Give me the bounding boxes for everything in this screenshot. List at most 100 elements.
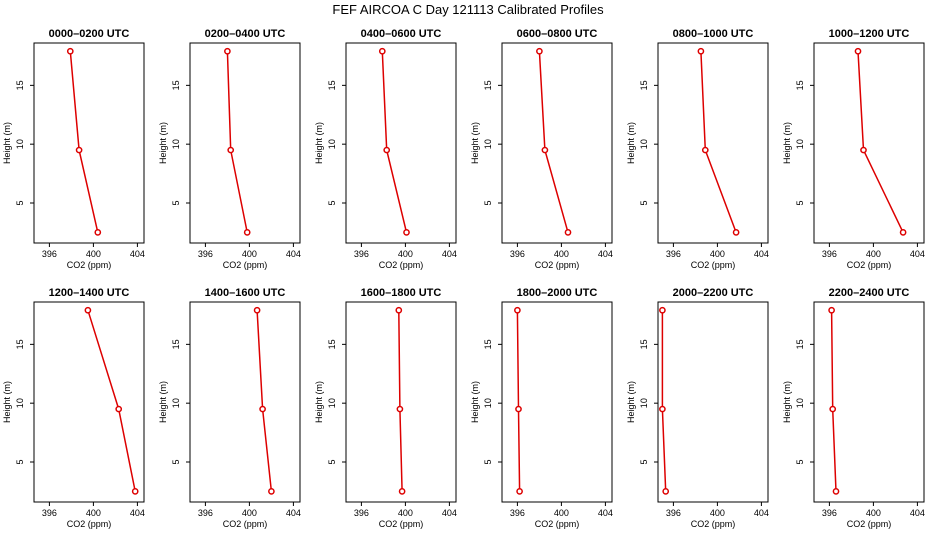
y-axis-label: Height (m) <box>314 122 324 164</box>
x-tick-label: 404 <box>442 508 457 518</box>
x-tick-label: 396 <box>666 508 681 518</box>
plot-frame <box>813 42 925 244</box>
data-point <box>659 306 666 314</box>
x-axis-label: CO2 (ppm) <box>223 260 268 270</box>
y-tick-label: 10 <box>327 398 337 408</box>
plot-frame <box>33 42 145 244</box>
x-tick-label: 400 <box>242 508 257 518</box>
x-tick-label: 404 <box>754 249 769 259</box>
y-axis-label: Height (m) <box>2 122 12 164</box>
panel-1: 0000–0200 UTC 396 400 404 CO2 (ppm) 5 10 15 Heig… <box>2 28 145 270</box>
data-point <box>131 488 139 495</box>
y-tick-label: 5 <box>171 459 181 464</box>
x-axis-label: CO2 (ppm) <box>535 519 580 529</box>
data-point <box>227 146 235 154</box>
data-point <box>829 405 837 413</box>
x-tick-label: 400 <box>554 249 569 259</box>
y-axis-label: Height (m) <box>782 381 792 423</box>
x-tick-label: 396 <box>42 508 57 518</box>
x-tick-label: 396 <box>198 249 213 259</box>
y-tick-label: 10 <box>639 398 649 408</box>
profile-line <box>226 51 248 233</box>
profile-line <box>516 310 521 492</box>
data-point <box>514 306 521 314</box>
x-tick-label: 404 <box>754 508 769 518</box>
x-tick-label: 400 <box>86 249 101 259</box>
data-point <box>378 47 386 55</box>
profile-line <box>661 310 667 492</box>
y-tick-label: 5 <box>15 200 25 205</box>
x-tick-label: 404 <box>130 508 145 518</box>
x-tick-label: 404 <box>442 249 457 259</box>
panel-title: 1400–1600 UTC <box>205 287 286 299</box>
x-tick-label: 400 <box>86 508 101 518</box>
plot-frame <box>345 301 457 503</box>
data-point <box>403 229 410 236</box>
x-tick-label: 400 <box>866 249 881 259</box>
panel-title: 1800–2000 UTC <box>517 287 598 299</box>
x-tick-label: 404 <box>130 249 145 259</box>
data-point <box>828 306 835 314</box>
y-axis-label: Height (m) <box>2 381 12 423</box>
x-tick-label: 396 <box>354 508 369 518</box>
x-axis-label: CO2 (ppm) <box>67 260 112 270</box>
y-axis-label: Height (m) <box>470 122 480 164</box>
y-tick-label: 5 <box>327 200 337 205</box>
x-axis-label: CO2 (ppm) <box>379 519 424 529</box>
x-tick-label: 400 <box>866 508 881 518</box>
y-tick-label: 10 <box>15 139 25 149</box>
y-tick-label: 15 <box>795 80 805 90</box>
figure-title: FEF AIRCOA C Day 121113 Calibrated Profi… <box>332 2 604 17</box>
x-tick-label: 400 <box>710 249 725 259</box>
x-tick-label: 396 <box>822 249 837 259</box>
panel-title: 0800–1000 UTC <box>673 28 754 40</box>
x-tick-label: 400 <box>398 249 413 259</box>
data-point <box>253 306 261 314</box>
data-point <box>115 405 123 413</box>
x-tick-label: 396 <box>510 508 525 518</box>
data-point <box>860 146 867 154</box>
data-point <box>659 405 666 413</box>
x-tick-label: 404 <box>286 249 301 259</box>
y-tick-label: 10 <box>171 398 181 408</box>
y-tick-label: 15 <box>327 339 337 349</box>
data-point <box>268 488 275 495</box>
y-tick-label: 15 <box>795 339 805 349</box>
data-point <box>536 47 543 55</box>
panel-title: 0600–0800 UTC <box>517 28 598 40</box>
x-tick-label: 396 <box>510 249 525 259</box>
y-axis-label: Height (m) <box>470 381 480 423</box>
y-tick-label: 15 <box>327 80 337 90</box>
x-tick-label: 400 <box>398 508 413 518</box>
plot-frame <box>657 42 769 244</box>
x-axis-label: CO2 (ppm) <box>379 260 424 270</box>
x-tick-label: 400 <box>242 249 257 259</box>
panel-7: 1200–1400 UTC 396 400 404 CO2 (ppm) 5 10 15 Heig… <box>2 287 145 529</box>
y-tick-label: 15 <box>171 339 181 349</box>
y-tick-label: 10 <box>483 139 493 149</box>
x-tick-label: 404 <box>598 249 613 259</box>
data-point <box>697 47 705 55</box>
data-point <box>396 405 404 413</box>
panel-9: 1600–1800 UTC 396 400 404 CO2 (ppm) 5 10 15 Heig… <box>314 287 457 529</box>
x-axis-label: CO2 (ppm) <box>847 519 892 529</box>
data-point <box>243 229 251 236</box>
data-point <box>398 488 406 495</box>
profile-line <box>398 310 403 492</box>
data-point <box>899 229 907 236</box>
y-tick-label: 10 <box>171 139 181 149</box>
x-tick-label: 396 <box>354 249 369 259</box>
panel-12: 2200–2400 UTC 396 400 404 CO2 (ppm) 5 10 15 Heig… <box>782 287 925 529</box>
y-tick-label: 15 <box>15 339 25 349</box>
x-axis-label: CO2 (ppm) <box>535 260 580 270</box>
panel-6: 1000–1200 UTC 396 400 404 CO2 (ppm) 5 10 15 Heig… <box>782 28 925 270</box>
x-tick-label: 404 <box>910 508 925 518</box>
panel-title: 0400–0600 UTC <box>361 28 442 40</box>
x-axis-label: CO2 (ppm) <box>691 519 736 529</box>
y-axis-label: Height (m) <box>314 381 324 423</box>
data-point <box>84 306 92 314</box>
panel-2: 0200–0400 UTC 396 400 404 CO2 (ppm) 5 10 15 Heig… <box>158 28 301 270</box>
x-tick-label: 400 <box>710 508 725 518</box>
y-tick-label: 10 <box>639 139 649 149</box>
x-axis-label: CO2 (ppm) <box>223 519 268 529</box>
